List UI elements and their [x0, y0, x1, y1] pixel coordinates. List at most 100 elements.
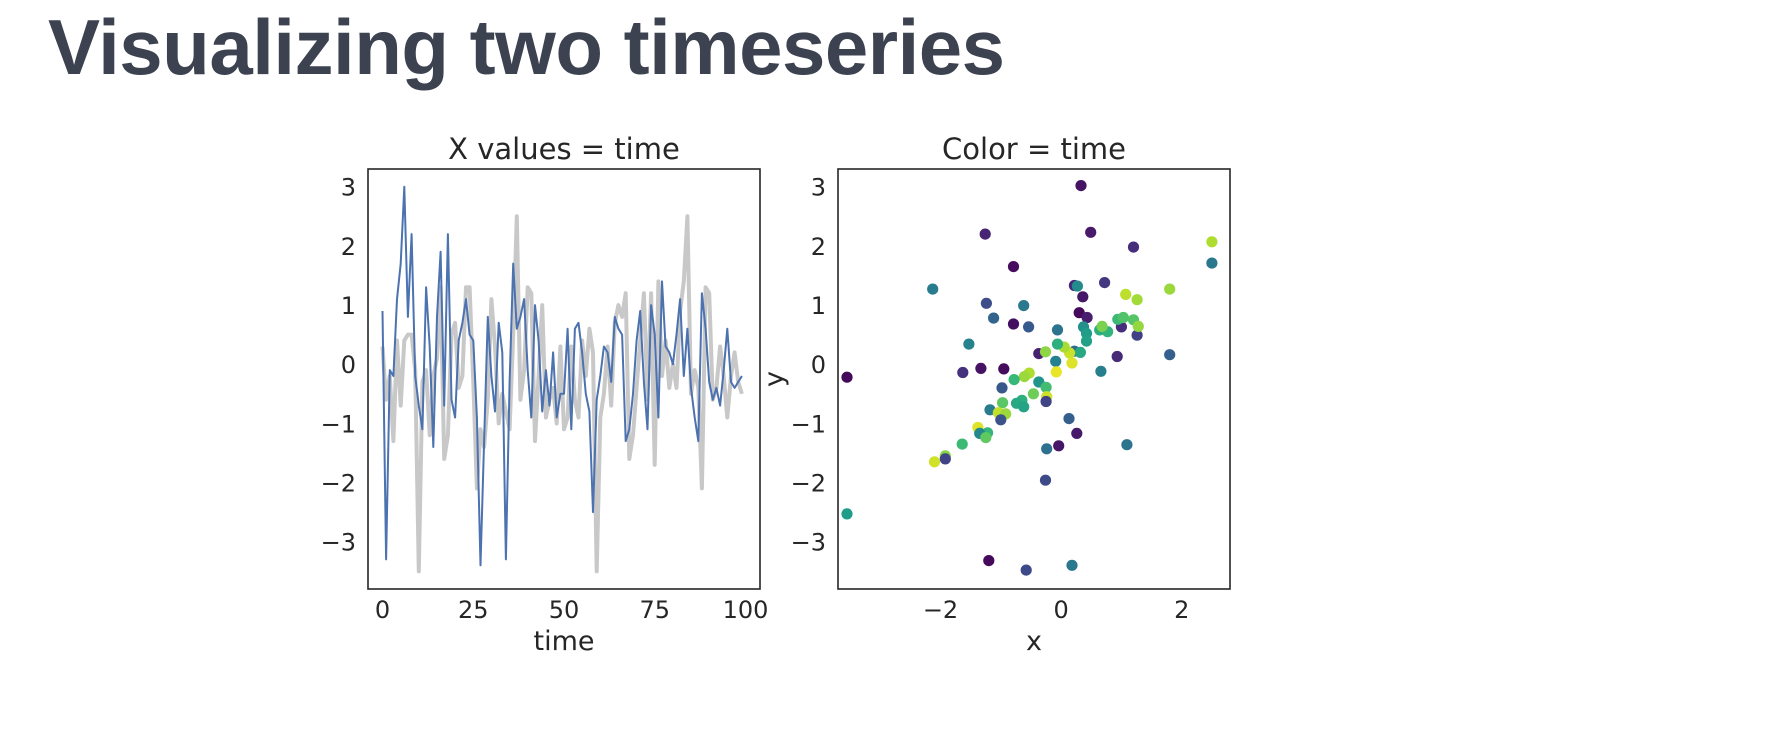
scatter-point: [1206, 257, 1218, 269]
chart-left-x-axis-label: time: [533, 626, 594, 657]
y-tick-label: −1: [321, 410, 356, 438]
chart-right-y-axis-label: y: [759, 371, 790, 387]
scatter-point: [1071, 280, 1083, 292]
scatter-point: [1053, 440, 1065, 452]
scatter-point: [1131, 329, 1143, 341]
scatter-point: [927, 283, 939, 295]
scatter-point: [928, 456, 941, 468]
x-tick-label: 50: [549, 596, 580, 624]
scatter-point: [1077, 291, 1089, 303]
chart-right-scatter: Color = time 3 2 1 0 −1 −2 −3 −2 0 2 x y: [759, 132, 1231, 657]
chart-left-timeseries: X values = time 3 2 1 0 −1 −2 −3 0 25 50 75 100 ti…: [321, 132, 769, 657]
chart-right-plot-area: [841, 180, 1218, 576]
scatter-point: [1041, 443, 1053, 455]
x-tick-label: 75: [639, 596, 670, 624]
scatter-point: [1018, 300, 1030, 312]
chart-right-y-ticks: 3 2 1 0 −1 −2 −3: [791, 174, 826, 557]
y-tick-label: 3: [341, 174, 356, 202]
scatter-point: [1080, 335, 1093, 347]
scatter-point: [983, 555, 995, 567]
scatter-point: [1040, 395, 1052, 408]
scatter-point: [1039, 474, 1052, 486]
scatter-point: [1050, 355, 1062, 367]
scatter-point: [1007, 261, 1020, 273]
scatter-point: [975, 362, 987, 374]
scatter-point: [995, 414, 1007, 426]
x-tick-label: 25: [458, 596, 489, 624]
x-tick-label: 100: [723, 596, 769, 624]
scatter-point: [1051, 324, 1064, 336]
scatter-point: [996, 382, 1008, 394]
chart-left-x-ticks: 0 25 50 75 100: [375, 596, 769, 624]
scatter-point: [1023, 321, 1035, 333]
scatter-point: [1051, 338, 1064, 350]
scatter-point: [1018, 401, 1030, 413]
scatter-point: [980, 297, 993, 309]
scatter-point: [1063, 413, 1075, 425]
scatter-point: [1164, 349, 1176, 361]
scatter-point: [1121, 439, 1133, 451]
y-tick-label: 0: [341, 351, 356, 379]
scatter-point: [984, 404, 996, 416]
chart-right-x-axis-label: x: [1026, 626, 1042, 657]
scatter-point: [1066, 357, 1078, 369]
scatter-point: [956, 438, 968, 450]
series-line-0: [380, 214, 744, 574]
scatter-point: [1075, 180, 1087, 192]
scatter-point: [1127, 241, 1140, 253]
y-tick-label: 2: [341, 233, 356, 261]
slide-title: Visualizing two timeseries: [48, 3, 1005, 91]
scatter-point: [980, 432, 992, 444]
scatter-point: [1111, 350, 1123, 363]
scatter-point: [1008, 374, 1020, 386]
x-tick-label: 2: [1174, 596, 1189, 624]
scatter-point: [1095, 365, 1107, 377]
chart-left-y-ticks: 3 2 1 0 −1 −2 −3: [321, 174, 356, 557]
scatter-point: [1206, 236, 1218, 248]
scatter-point: [1164, 283, 1176, 295]
scatter-point: [1081, 311, 1093, 324]
scatter-point: [939, 453, 951, 465]
scatter-point: [1085, 226, 1097, 238]
scatter-point: [1074, 346, 1086, 358]
y-tick-label: 1: [341, 292, 356, 320]
chart-right-frame: [837, 168, 1231, 590]
chart-right-title: Color = time: [942, 132, 1126, 166]
scatter-point: [1040, 381, 1052, 393]
scatter-point: [979, 228, 991, 240]
scatter-point: [1018, 371, 1030, 383]
x-tick-label: 0: [375, 596, 390, 624]
y-tick-label: −2: [791, 470, 826, 498]
scatter-point: [957, 366, 969, 379]
chart-left-plot-area: [380, 185, 744, 574]
scatter-point: [1096, 320, 1108, 332]
y-tick-label: −3: [791, 529, 826, 557]
scatter-point: [1132, 320, 1144, 332]
x-tick-label: −2: [923, 596, 958, 624]
scatter-point: [1117, 311, 1129, 324]
scatter-point: [841, 371, 853, 383]
y-tick-label: −3: [321, 529, 356, 557]
y-tick-label: 3: [811, 174, 826, 202]
scatter-point: [1099, 277, 1111, 289]
scatter-point: [1039, 346, 1052, 358]
x-tick-label: 0: [1053, 596, 1068, 624]
y-tick-label: −1: [791, 410, 826, 438]
scatter-point: [1120, 288, 1132, 300]
scatter-point: [998, 363, 1010, 375]
scatter-point: [1007, 318, 1020, 330]
y-tick-label: 0: [811, 351, 826, 379]
scatter-point: [841, 508, 853, 520]
scatter-point: [1131, 294, 1143, 306]
scatter-point: [1020, 564, 1032, 576]
y-tick-label: 2: [811, 233, 826, 261]
scatter-point: [963, 338, 975, 350]
series-line-1: [381, 185, 743, 567]
y-tick-label: 1: [811, 292, 826, 320]
scatter-point: [1071, 427, 1083, 439]
scatter-point: [997, 397, 1009, 409]
y-tick-label: −2: [321, 470, 356, 498]
scatter-point: [988, 312, 1000, 324]
chart-left-title: X values = time: [448, 132, 680, 166]
